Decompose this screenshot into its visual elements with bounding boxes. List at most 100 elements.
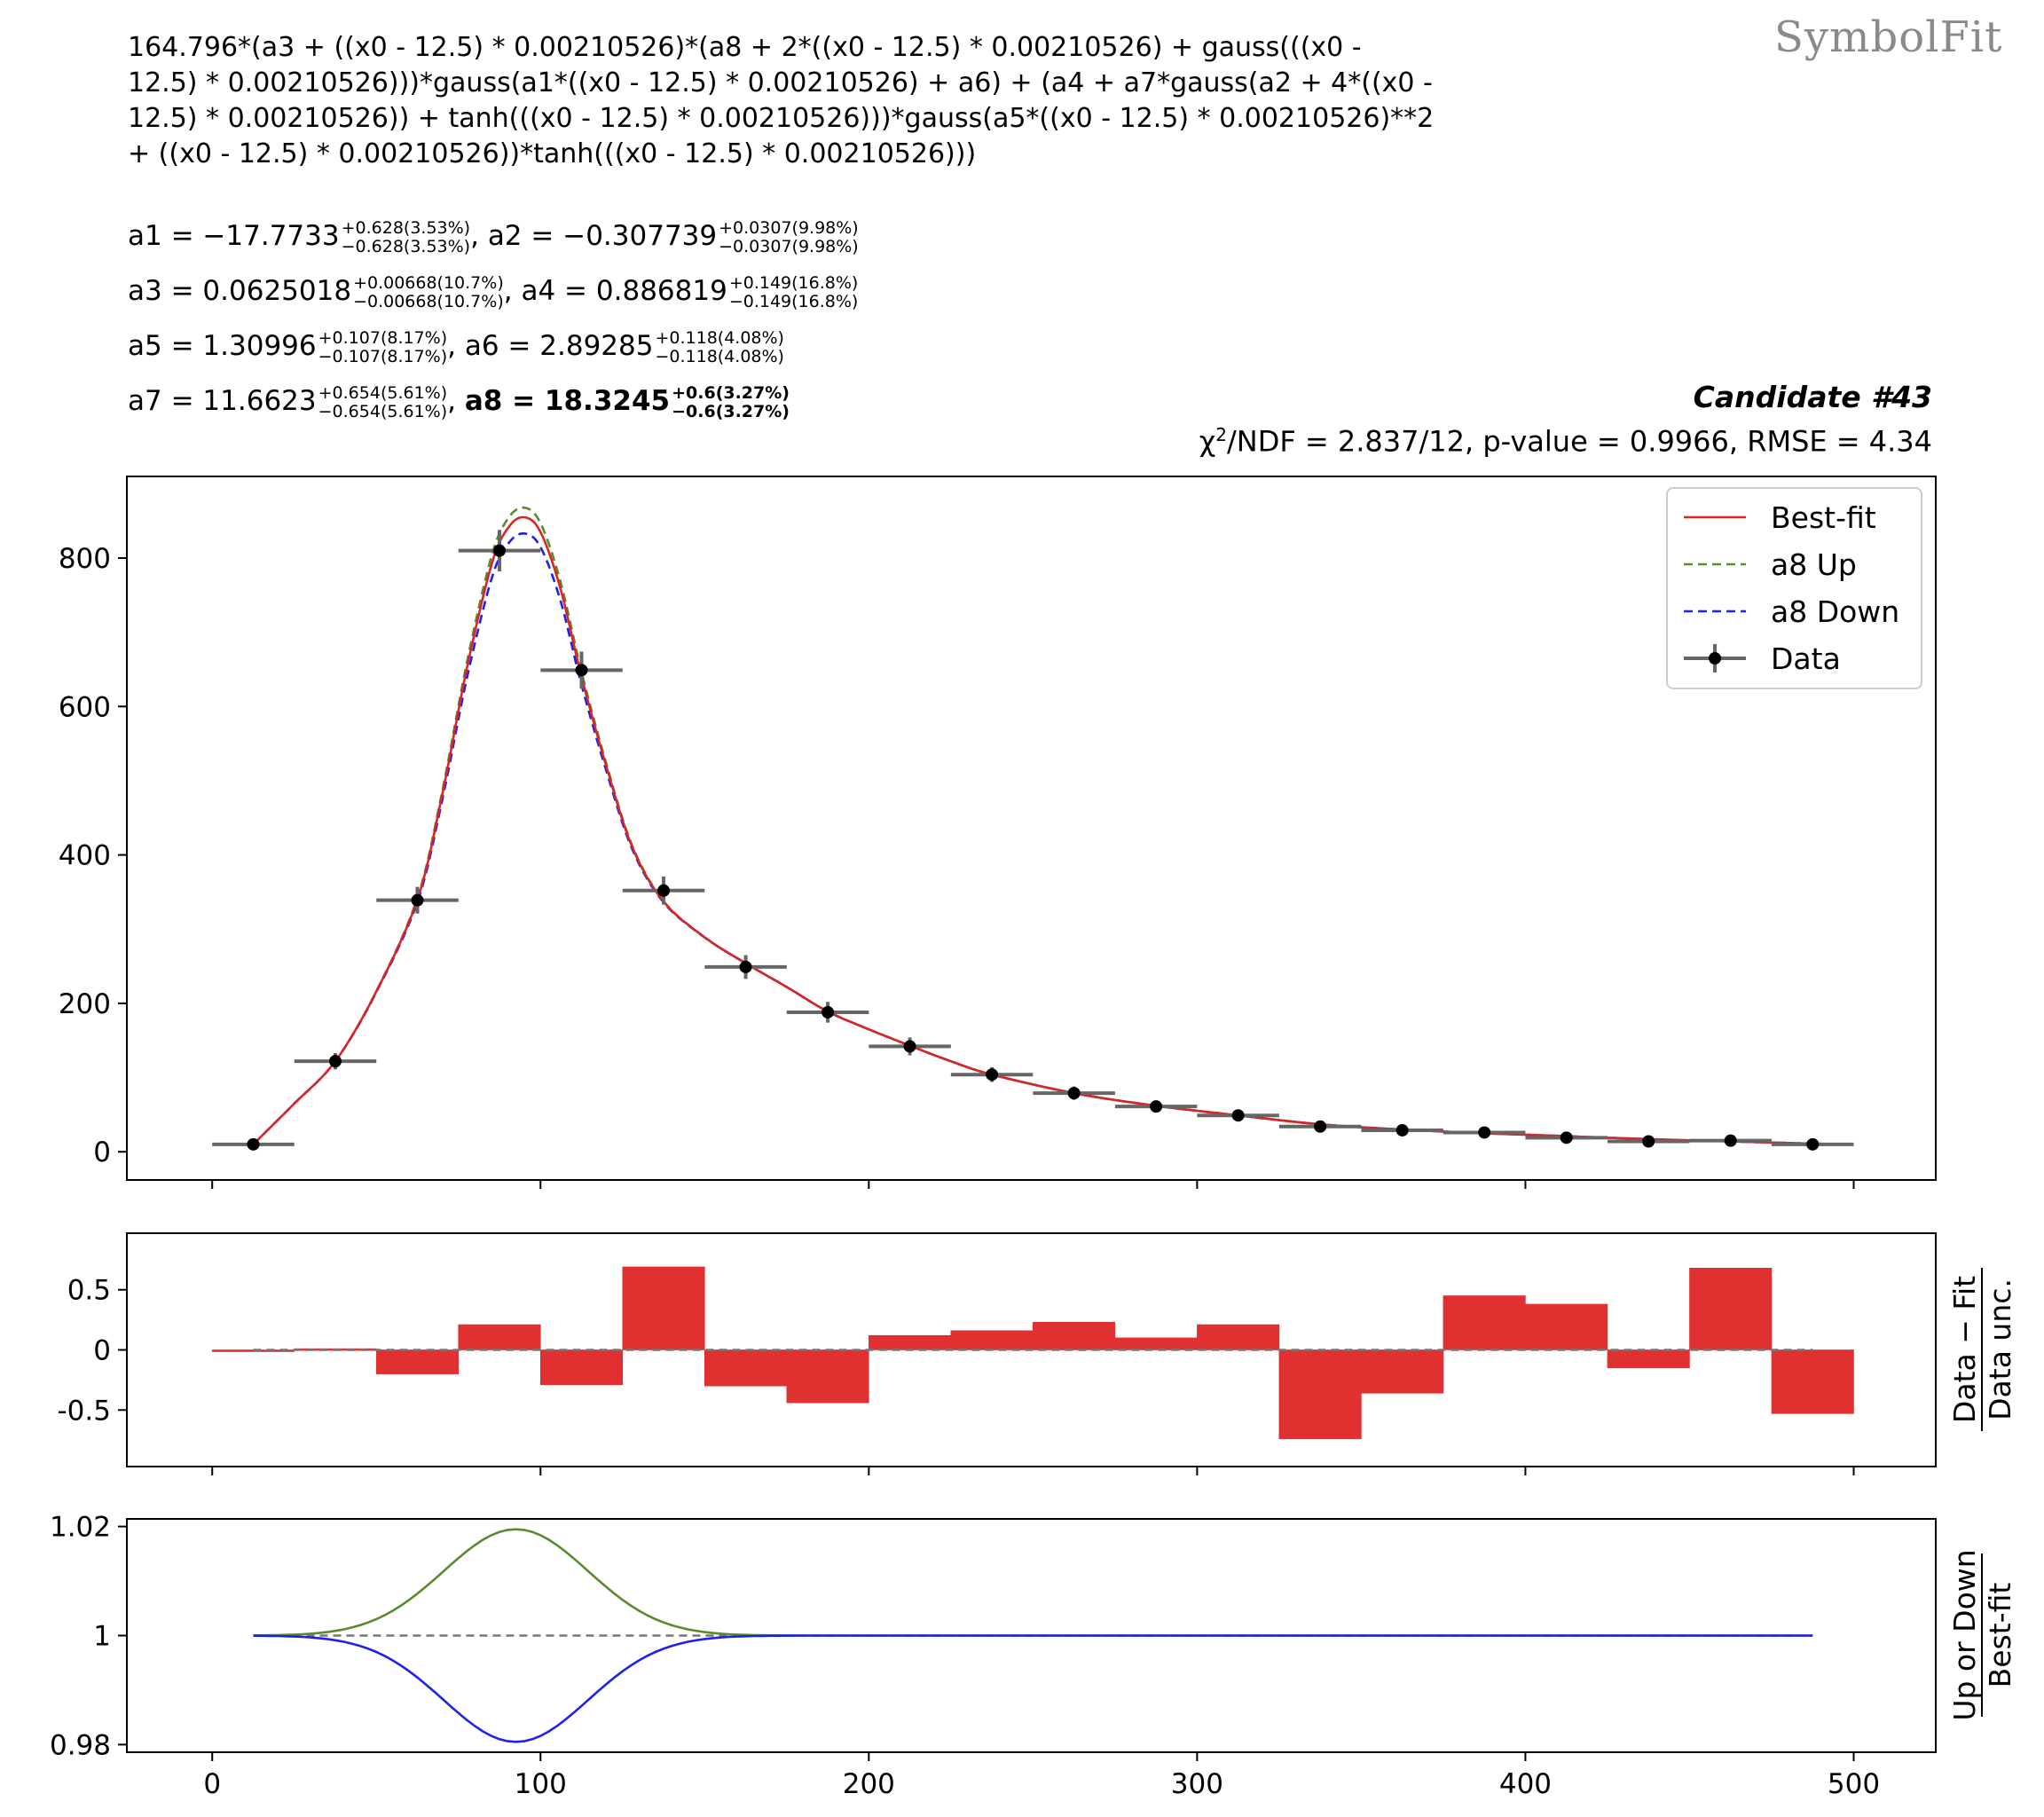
parameter-value: 0.0625018 bbox=[202, 275, 352, 307]
parameter-value: 18.3245 bbox=[544, 385, 671, 417]
parameter-line: a7 = 11.6623 +0.654(5.61%) −0.654(5.61%), … bbox=[128, 383, 790, 421]
data-point bbox=[869, 1037, 951, 1056]
axis-label-numerator: Up or Down bbox=[1947, 1549, 1982, 1720]
data-point bbox=[1197, 1109, 1279, 1122]
data-point bbox=[1607, 1135, 1690, 1148]
legend-data-marker bbox=[1709, 652, 1721, 665]
uncertainty-down: −0.00668(10.7%) bbox=[353, 291, 504, 311]
uncertainty-up: +0.00668(10.7%) bbox=[353, 272, 504, 293]
data-marker bbox=[411, 893, 424, 907]
parameter-name: a3 bbox=[128, 275, 162, 307]
parameter-a7: a7 = 11.6623 +0.654(5.61%) −0.654(5.61%), bbox=[128, 382, 465, 421]
symbolfit-watermark: SymbolFit bbox=[1774, 12, 2003, 62]
data-point bbox=[376, 886, 459, 914]
axis-label-numerator: Data − Fit bbox=[1947, 1276, 1982, 1423]
uncertainty-down: −0.149(16.8%) bbox=[728, 291, 859, 311]
data-point bbox=[622, 876, 705, 905]
parameter-name: a8 bbox=[464, 385, 503, 417]
parameter-name: a2 bbox=[487, 220, 523, 252]
legend-entry-bestfit: Best-fit bbox=[1684, 500, 1876, 535]
data-marker bbox=[1478, 1126, 1491, 1139]
uncertainty-down: −0.107(8.17%) bbox=[318, 346, 448, 366]
x-tick-label: 200 bbox=[843, 1768, 895, 1800]
parameter-value: −17.7733 bbox=[202, 220, 340, 252]
a8-down-curve bbox=[252, 532, 1854, 1146]
legend-label: Data bbox=[1771, 641, 1841, 676]
data-marker bbox=[1067, 1087, 1081, 1100]
parameter-line: a1 = −17.7733 +0.628(3.53%) −0.628(3.53%),… bbox=[128, 218, 859, 256]
data-point bbox=[458, 530, 541, 572]
data-marker bbox=[1395, 1123, 1409, 1137]
y-tick-label: 0 bbox=[93, 1137, 111, 1168]
data-marker bbox=[575, 664, 588, 677]
y-tick-label: 0.5 bbox=[67, 1275, 111, 1307]
down-ratio-curve bbox=[253, 1634, 1813, 1743]
parameter-uncertainty: +0.149(16.8%) −0.149(16.8%) bbox=[728, 272, 859, 311]
fit-formula: 164.796*(a3 + ((x0 - 12.5) * 0.00210526)… bbox=[128, 32, 1435, 169]
residual-plot-panel: 0.5 0 -0.5 bbox=[58, 1232, 1937, 1475]
data-point bbox=[540, 651, 623, 689]
parameter-a4: a4 = 0.886819 +0.149(16.8%) −0.149(16.8%) bbox=[521, 272, 859, 311]
uncertainty-down: −0.654(5.61%) bbox=[318, 401, 448, 421]
y-tick-label: 200 bbox=[59, 988, 111, 1020]
parameter-value: 2.89285 bbox=[539, 330, 654, 362]
residual-bar bbox=[1361, 1349, 1444, 1394]
data-point bbox=[1771, 1137, 1854, 1151]
parameter-uncertainty: +0.654(5.61%) −0.654(5.61%) bbox=[318, 382, 448, 421]
data-marker bbox=[739, 960, 752, 973]
up-ratio-curve bbox=[253, 1528, 1813, 1637]
parameter-a5: a5 = 1.30996 +0.107(8.17%) −0.107(8.17%), bbox=[128, 327, 465, 366]
data-point bbox=[1361, 1123, 1443, 1137]
data-marker bbox=[1560, 1131, 1573, 1144]
data-point bbox=[786, 1002, 869, 1023]
residual-bar bbox=[539, 1349, 624, 1386]
uncertainty-up: +0.654(5.61%) bbox=[318, 382, 448, 403]
legend-label: Best-fit bbox=[1771, 500, 1876, 535]
uncertainty-up: +0.6(3.27%) bbox=[672, 382, 790, 403]
parameter-name: a7 bbox=[128, 385, 162, 417]
axis-label-denominator: Data unc. bbox=[1983, 1278, 2017, 1420]
x-tick-label: 500 bbox=[1828, 1768, 1880, 1800]
legend-entry-data: Data bbox=[1684, 641, 1841, 676]
parameter-name: a4 bbox=[521, 275, 556, 307]
residual-bar bbox=[869, 1334, 952, 1350]
ratio-plot-panel: 0 100 200 300 400 500 1.02 1 0.98 bbox=[50, 1512, 1937, 1800]
parameter-uncertainty: +0.628(3.53%) −0.628(3.53%) bbox=[341, 218, 471, 256]
data-marker bbox=[328, 1055, 342, 1068]
data-marker bbox=[822, 1005, 835, 1019]
parameter-name: a5 bbox=[128, 330, 162, 362]
residual-bar bbox=[622, 1266, 705, 1350]
residual-bar bbox=[950, 1330, 1034, 1350]
data-point bbox=[704, 955, 787, 979]
data-point bbox=[212, 1137, 295, 1151]
parameter-value: −0.307739 bbox=[562, 220, 718, 252]
data-marker bbox=[493, 544, 507, 557]
plot-frame bbox=[126, 476, 1937, 1181]
legend-box bbox=[1666, 487, 1922, 689]
x-tick-label: 300 bbox=[1171, 1768, 1223, 1800]
data-point bbox=[294, 1052, 377, 1070]
data-marker bbox=[1642, 1135, 1655, 1148]
residual-bar bbox=[1278, 1349, 1362, 1440]
data-point bbox=[1689, 1134, 1772, 1147]
data-marker bbox=[1314, 1120, 1327, 1133]
legend-entry-up: a8 Up bbox=[1684, 547, 1857, 582]
data-point bbox=[1443, 1126, 1526, 1139]
uncertainty-down: −0.628(3.53%) bbox=[341, 236, 471, 256]
chi-symbol: χ bbox=[1199, 424, 1216, 459]
parameter-uncertainty: +0.6(3.27%) −0.6(3.27%) bbox=[672, 382, 790, 421]
y-tick-label: 800 bbox=[59, 543, 111, 575]
parameter-a2: a2 = −0.307739 +0.0307(9.98%) −0.0307(9.98… bbox=[487, 217, 859, 256]
uncertainty-up: +0.149(16.8%) bbox=[728, 272, 859, 293]
uncertainty-down: −0.6(3.27%) bbox=[672, 401, 790, 421]
y-tick-label: 1 bbox=[93, 1621, 111, 1653]
best-fit-curve bbox=[252, 515, 1854, 1146]
a8-up-curve bbox=[252, 506, 1854, 1146]
fit-statistics: χ2/NDF = 2.837/12, p-value = 0.9966, RMS… bbox=[1199, 424, 1932, 459]
y-tick-label: 0 bbox=[93, 1335, 111, 1367]
y-tick-label: 0.98 bbox=[50, 1729, 111, 1761]
data-marker bbox=[657, 884, 671, 897]
data-marker bbox=[1150, 1100, 1163, 1113]
parameter-value: 11.6623 bbox=[202, 385, 317, 417]
